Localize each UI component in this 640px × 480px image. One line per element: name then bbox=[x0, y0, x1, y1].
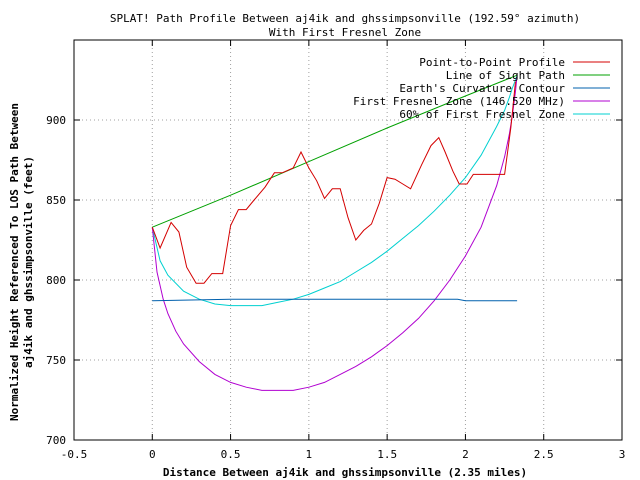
y-tick-label: 850 bbox=[46, 194, 66, 207]
x-tick-label: 0 bbox=[149, 448, 156, 461]
y-axis-label-line1: Normalized Height Referenced To LOS Path… bbox=[8, 103, 21, 421]
x-tick-label: 0.5 bbox=[221, 448, 241, 461]
x-tick-label: 3 bbox=[619, 448, 626, 461]
plot-frame bbox=[73, 39, 623, 441]
tick-layer: -0.5 0 0.5 1 1.5 2 2.5 3 700 750 800 850 900 bbox=[46, 40, 625, 461]
legend-label: Line of Sight Path bbox=[446, 69, 565, 82]
x-tick-label: 2.5 bbox=[534, 448, 554, 461]
series-line-3 bbox=[151, 75, 518, 391]
chart-subtitle: With First Fresnel Zone bbox=[269, 26, 421, 39]
series-line-2 bbox=[152, 298, 518, 302]
chart-title: SPLAT! Path Profile Between aj4ik and gh… bbox=[110, 12, 580, 25]
grid-layer bbox=[74, 40, 622, 440]
x-tick-label: 1.5 bbox=[377, 448, 397, 461]
y-axis-label-line2: aj4ik and ghssimpsonville (feet) bbox=[22, 156, 35, 368]
y-tick-label: 800 bbox=[46, 274, 66, 287]
series-line-1 bbox=[152, 74, 518, 228]
y-tick-label: 900 bbox=[46, 114, 66, 127]
x-tick-label: 2 bbox=[462, 448, 469, 461]
y-tick-label: 750 bbox=[46, 354, 66, 367]
legend-label: Point-to-Point Profile bbox=[419, 56, 565, 69]
legend-label: Earth's Curvature Contour bbox=[399, 82, 565, 95]
series-layer bbox=[151, 74, 518, 391]
x-axis-label: Distance Between aj4ik and ghssimpsonvil… bbox=[163, 466, 527, 479]
series-line-4 bbox=[151, 75, 518, 307]
legend-label: First Fresnel Zone (146.520 MHz) bbox=[353, 95, 565, 108]
legend-label: 60% of First Fresnel Zone bbox=[399, 108, 565, 121]
series-line-0 bbox=[151, 81, 516, 284]
x-tick-label: -0.5 bbox=[61, 448, 88, 461]
x-tick-label: 1 bbox=[306, 448, 313, 461]
y-tick-label: 700 bbox=[46, 434, 66, 447]
